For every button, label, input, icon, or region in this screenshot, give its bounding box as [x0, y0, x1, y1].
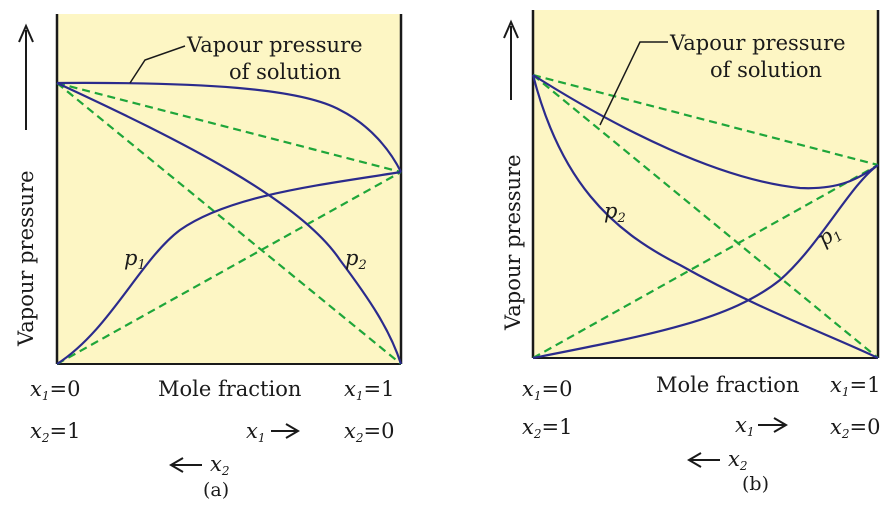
panel-b-right-x1: x1=1 [830, 373, 880, 399]
panel-b-total-vapour-pressure-curve [532, 74, 879, 190]
panel-b-label-p2: p2 [604, 199, 626, 226]
panel-a-callout-line-1: Vapour pressure [186, 33, 363, 57]
panel-b-y-axis-label: Vapour pressure [501, 154, 525, 331]
panel-a-p1-curve [56, 170, 402, 365]
panel-b-callout-leader [599, 41, 668, 126]
panel-b-ideal-p2-line [532, 74, 879, 359]
panel-b-background [533, 10, 878, 358]
panel-b-x1-direction-label: x1 [735, 413, 754, 439]
panel-b-x-axis-label: Mole fraction [656, 373, 799, 397]
panel-a-left-x2: x2=1 [30, 419, 80, 445]
panel-b-x2-arrow-head [687, 452, 702, 468]
panel-a-x-axis-label: Mole fraction [158, 377, 301, 401]
panel-a-callout-leader [129, 45, 186, 84]
panel-b-x2-direction-label: x2 [728, 447, 747, 473]
panel-b-p2-curve [531, 74, 879, 359]
panel-a-left-x1: x1=0 [30, 377, 80, 403]
panel-a-label-p2: p2 [345, 246, 367, 273]
panel-a-x1-arrow-head [285, 423, 300, 439]
panel-b-callout-line-2: of solution [710, 58, 822, 82]
panel-b-caption: (b) [742, 473, 769, 495]
panel-b-callout-line-1: Vapour pressure [669, 31, 846, 55]
panel-a-y-axis-label: Vapour pressure [14, 170, 38, 347]
panel-b-x1-arrow-head [773, 417, 788, 433]
panel-a-total-vapour-pressure-curve [56, 81, 402, 173]
panel-a-ideal-p2-line [56, 82, 402, 365]
panel-b-p1-curve [532, 164, 879, 360]
panel-a: Vapour pressure of solution p1 p2 Vapour… [14, 14, 403, 501]
panel-b-ideal-p1-line [532, 164, 879, 359]
panel-b: Vapour pressure of solution p2 p1 Vapour… [501, 10, 880, 495]
panel-a-right-x1: x1=1 [344, 377, 394, 403]
panel-a-caption: (a) [203, 479, 229, 501]
panel-a-ideal-total-line [56, 81, 402, 174]
panel-a-callout-line-2: of solution [229, 60, 341, 84]
panel-b-ideal-total-line [532, 73, 879, 167]
panel-a-x2-arrow-head [169, 457, 184, 473]
panel-a-x2-direction-label: x2 [210, 452, 229, 478]
panel-a-right-x2: x2=0 [344, 419, 394, 445]
panel-b-left-x2: x2=1 [522, 415, 572, 441]
panel-b-left-x1: x1=0 [522, 377, 572, 403]
panel-a-p2-curve [56, 82, 403, 365]
panel-a-label-p1: p1 [124, 246, 146, 273]
panel-b-right-x2: x2=0 [830, 415, 880, 441]
panel-b-y-axis-arrow-head [503, 19, 519, 39]
panel-a-x1-direction-label: x1 [246, 419, 265, 445]
panel-a-ideal-p1-line [56, 171, 402, 365]
panel-a-y-axis-arrow-head [18, 23, 34, 43]
